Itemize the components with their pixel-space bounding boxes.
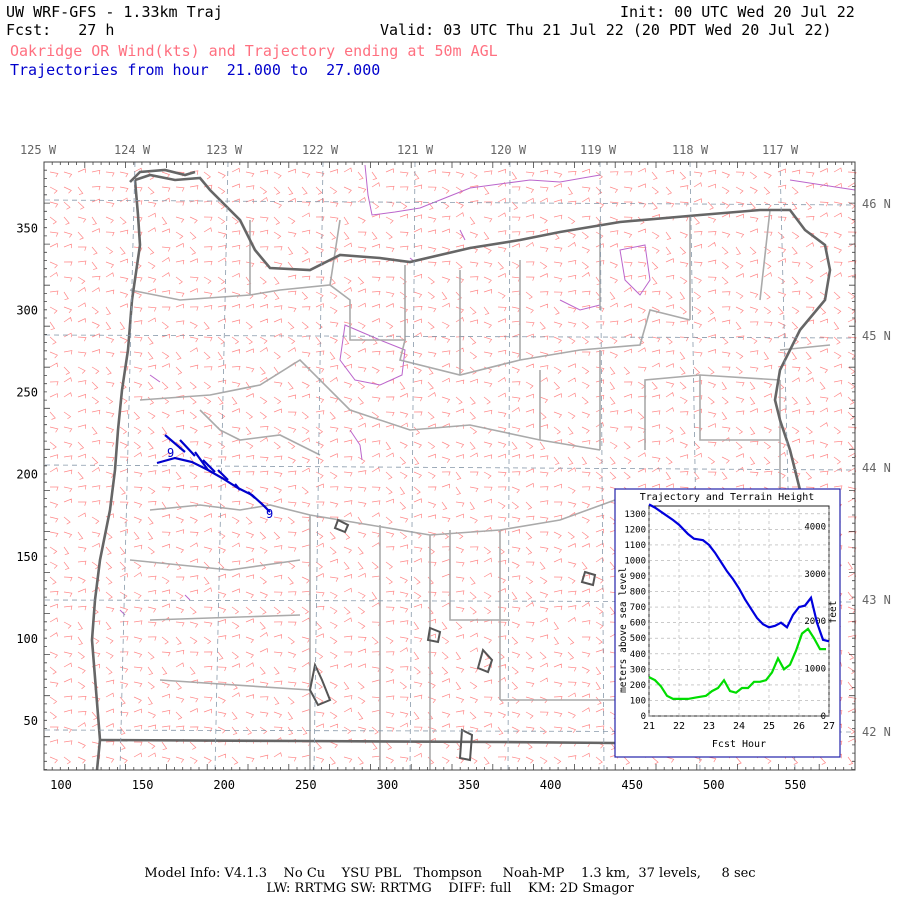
inset-ylabel-left: meters above sea level <box>618 567 629 693</box>
frame-ticks <box>43 161 855 770</box>
latitude-label: 46 N <box>862 197 891 211</box>
trajectory-path <box>156 434 271 513</box>
y-tick-label: 250 <box>16 386 38 400</box>
inset-x-axis: 21 22 23 24 25 26 27 <box>643 721 835 732</box>
model-info-line1: Model Info: V4.1.3 No Cu YSU PBL Thompso… <box>144 866 756 881</box>
y-tick-label: 50 <box>24 714 38 728</box>
inset-right-tick: 3000 <box>804 570 826 580</box>
inset-xlabel: Fcst Hour <box>712 739 766 750</box>
y-tick-label: 300 <box>16 304 38 318</box>
inset-chart: Trajectory and Terrain Height 0 100 200 300… <box>614 488 841 758</box>
longitude-labels: 125 W 124 W 123 W 122 W 121 W 120 W 119 W 118 W… <box>20 143 799 157</box>
inset-left-tick: 400 <box>630 650 646 660</box>
inset-right-tick: 4000 <box>804 522 826 532</box>
longitude-label: 120 W <box>490 143 527 157</box>
inset-left-tick: 1000 <box>624 556 646 566</box>
inset-x-tick: 23 <box>703 721 715 732</box>
latitude-label: 42 N <box>862 725 891 739</box>
inset-left-tick: 0 <box>641 712 646 722</box>
inset-left-tick: 600 <box>630 619 646 629</box>
model-info-line2: LW: RRTMG SW: RRTMG DIFF: full KM: 2D Sm… <box>266 881 634 896</box>
page-title: UW WRF-GFS - 1.33km Traj <box>6 3 223 21</box>
latitude-label: 43 N <box>862 593 891 607</box>
x-tick-label: 150 <box>132 778 154 792</box>
forecast-hour: Fcst: 27 h <box>6 21 115 39</box>
lakes <box>308 518 597 762</box>
inset-left-tick: 100 <box>630 696 646 706</box>
x-tick-label: 250 <box>295 778 317 792</box>
inset-left-tick: 200 <box>630 681 646 691</box>
inset-gridlines <box>648 506 830 717</box>
latitude-labels: 46 N 45 N 44 N 43 N 42 N <box>862 197 891 739</box>
inset-right-tick: 0 <box>821 712 826 722</box>
x-tick-label: 300 <box>377 778 399 792</box>
longitude-label: 117 W <box>762 143 799 157</box>
valid-time: Valid: 03 UTC Thu 21 Jul 22 (20 PDT Wed … <box>380 21 832 39</box>
inset-x-tick: 25 <box>763 721 775 732</box>
inset-left-tick: 1300 <box>624 510 646 520</box>
inset-ylabel-right: feet <box>828 601 839 624</box>
inset-x-tick: 22 <box>673 721 685 732</box>
inset-grid <box>648 506 830 717</box>
x-tick-label: 550 <box>785 778 807 792</box>
longitude-label: 119 W <box>580 143 617 157</box>
state-borders <box>90 168 832 771</box>
series-terrain-line <box>648 627 826 700</box>
y-tick-label: 350 <box>16 221 38 235</box>
inset-right-axis: 0 1000 2000 3000 4000 <box>804 522 826 722</box>
x-tick-label: 400 <box>540 778 562 792</box>
inset-title: Trajectory and Terrain Height <box>640 492 815 503</box>
longitude-label: 123 W <box>206 143 243 157</box>
inset-left-tick: 700 <box>630 603 646 613</box>
inset-left-tick: 800 <box>630 588 646 598</box>
x-tick-label: 350 <box>458 778 480 792</box>
trajectory-end-label: 9 <box>266 507 273 521</box>
series-trajectory-line <box>648 503 830 643</box>
x-tick-label: 200 <box>213 778 235 792</box>
x-axis-ticks: 100 150 200 250 300 350 400 450 500 550 <box>50 778 806 792</box>
longitude-label: 125 W <box>20 143 57 157</box>
inset-left-axis: 0 100 200 300 400 500 600 700 800 900 1000 1100 1200… <box>624 510 646 722</box>
frame-tick-marks <box>43 161 855 770</box>
y-axis-ticks: 350 300 250 200 150 100 50 <box>16 221 38 728</box>
x-tick-label: 100 <box>50 778 72 792</box>
wind-barb-field <box>49 167 857 766</box>
trajectory-range: Trajectories from hour 21.000 to 27.000 <box>10 61 381 79</box>
longitude-label: 124 W <box>114 143 151 157</box>
inset-left-tick: 300 <box>630 665 646 675</box>
inset-x-tick: 21 <box>643 721 655 732</box>
y-tick-label: 200 <box>16 468 38 482</box>
inset-left-tick: 1100 <box>624 541 646 551</box>
x-tick-label: 500 <box>703 778 725 792</box>
longitude-label: 122 W <box>302 143 339 157</box>
init-time: Init: 00 UTC Wed 20 Jul 22 <box>620 3 855 21</box>
wind-barbs <box>49 167 857 766</box>
inset-left-tick: 500 <box>630 634 646 644</box>
inset-left-tick: 1200 <box>624 525 646 535</box>
county-lines <box>129 209 831 770</box>
latitude-label: 44 N <box>862 461 891 475</box>
y-tick-label: 100 <box>16 632 38 646</box>
inset-right-tick: 2000 <box>804 617 826 627</box>
x-tick-label: 450 <box>621 778 643 792</box>
inset-left-tick: 900 <box>630 572 646 582</box>
inset-frame <box>614 488 841 758</box>
latitude-label: 45 N <box>862 329 891 343</box>
longitude-label: 118 W <box>672 143 709 157</box>
inset-x-tick: 27 <box>823 721 835 732</box>
map-subtitle: Oakridge OR Wind(kts) and Trajectory end… <box>10 42 498 60</box>
y-tick-label: 150 <box>16 550 38 564</box>
trajectory-start-label: 9 <box>167 446 174 460</box>
inset-x-tick: 24 <box>733 721 745 732</box>
inset-x-tick: 26 <box>793 721 805 732</box>
longitude-label: 121 W <box>397 143 434 157</box>
inset-right-tick: 1000 <box>804 665 826 675</box>
